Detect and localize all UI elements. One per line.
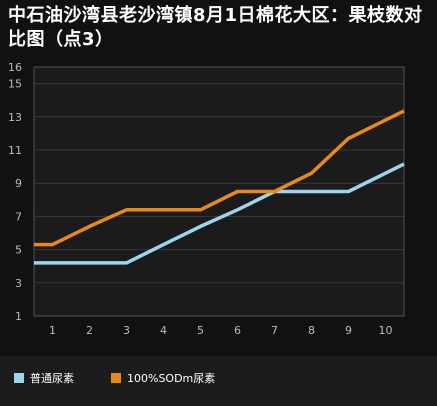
series-2-point [236, 190, 239, 193]
y-tick-label: 3 [15, 277, 22, 290]
y-tick-label: 9 [15, 177, 22, 190]
legend: 普通尿素 100%SODm尿素 [0, 356, 437, 406]
y-tick-label: 5 [15, 244, 22, 257]
x-tick-label: 10 [379, 324, 393, 337]
series-1-point [51, 261, 54, 265]
x-tick-label: 6 [234, 324, 241, 337]
legend-label-series-2: 100%SODm尿素 [127, 372, 216, 385]
y-tick-label: 15 [8, 78, 22, 91]
legend-item-series-1[interactable]: 普通尿素 [14, 370, 74, 386]
series-2-point [162, 208, 165, 212]
series-1-point [88, 261, 91, 265]
y-tick-label: 16 [8, 61, 22, 74]
legend-swatch-series-1 [14, 373, 24, 383]
series-1-point [310, 190, 313, 193]
x-tick-label: 3 [123, 324, 130, 337]
series-lines [34, 109, 405, 265]
x-tick-label: 7 [271, 324, 278, 337]
y-tick-label: 13 [8, 111, 22, 124]
y-tick-label: 1 [15, 310, 22, 323]
series-1-point [125, 261, 128, 265]
series-1-point [236, 208, 239, 212]
series-2-point [51, 243, 54, 247]
series-1-point [384, 171, 387, 175]
chart-title: 中石油沙湾县老沙湾镇8月1日棉花大区：果枝数对比图（点3） [8, 5, 423, 50]
x-tick-label: 4 [160, 324, 167, 337]
x-axis-ticks: 1 2 3 4 5 6 7 8 9 10 [49, 324, 393, 337]
legend-label-series-1: 普通尿素 [30, 372, 74, 385]
series-2-point [310, 171, 313, 175]
series-1-point [347, 190, 350, 193]
x-tick-label: 2 [86, 324, 93, 337]
series-2-point [347, 136, 350, 140]
series-2-point [273, 190, 276, 193]
series-1-point [199, 224, 202, 228]
x-tick-label: 5 [197, 324, 204, 337]
legend-item-series-2[interactable]: 100%SODm尿素 [111, 370, 215, 386]
y-tick-label: 7 [15, 210, 22, 223]
x-tick-label: 1 [49, 324, 56, 337]
series-2-point [199, 208, 202, 212]
series-line-1 [34, 162, 405, 265]
y-tick-label: 11 [8, 144, 22, 157]
series-2-point [125, 208, 128, 212]
x-tick-label: 9 [345, 324, 352, 337]
series-2-point [384, 118, 387, 122]
series-1-point [162, 243, 165, 247]
x-tick-label: 8 [308, 324, 315, 337]
series-2-point [88, 224, 91, 228]
series-line-2 [34, 109, 405, 247]
legend-swatch-series-2 [111, 373, 121, 383]
